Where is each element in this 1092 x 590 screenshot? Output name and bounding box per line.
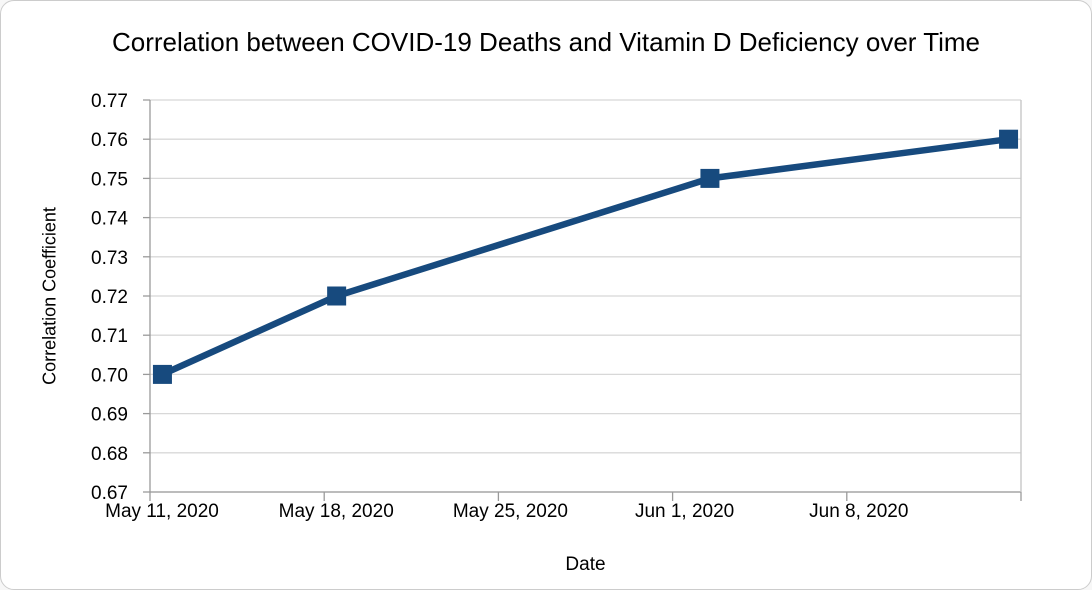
data-point-marker bbox=[999, 129, 1019, 149]
chart-title: Correlation between COVID-19 Deaths and … bbox=[111, 27, 981, 57]
data-point-marker bbox=[700, 168, 720, 188]
y-tick-label: 0.71 bbox=[91, 326, 128, 347]
y-tick-label: 0.67 bbox=[91, 483, 128, 504]
data-point-marker bbox=[327, 286, 347, 306]
y-tick-label: 0.73 bbox=[91, 248, 128, 269]
x-tick-label: May 18, 2020 bbox=[279, 501, 394, 522]
series-line bbox=[159, 135, 1012, 378]
x-tick-label: May 11, 2020 bbox=[105, 501, 219, 522]
y-tick-label: 0.68 bbox=[91, 444, 128, 465]
y-tick-label: 0.70 bbox=[91, 365, 128, 386]
y-tick-label: 0.76 bbox=[91, 130, 128, 151]
y-tick-label: 0.74 bbox=[91, 209, 128, 230]
data-point-marker bbox=[152, 364, 172, 384]
x-tick-label: May 25, 2020 bbox=[453, 501, 568, 522]
y-axis-title: Correlation Coefficient bbox=[39, 207, 60, 385]
y-tick-label: 0.77 bbox=[91, 91, 128, 112]
y-tick-label: 0.75 bbox=[91, 169, 128, 190]
y-tick-label: 0.72 bbox=[91, 287, 128, 308]
x-axis-title: Date bbox=[565, 554, 606, 575]
x-tick-label: Jun 1, 2020 bbox=[635, 501, 734, 522]
y-tick-label: 0.69 bbox=[91, 405, 128, 426]
x-tick-label: Jun 8, 2020 bbox=[809, 501, 908, 522]
